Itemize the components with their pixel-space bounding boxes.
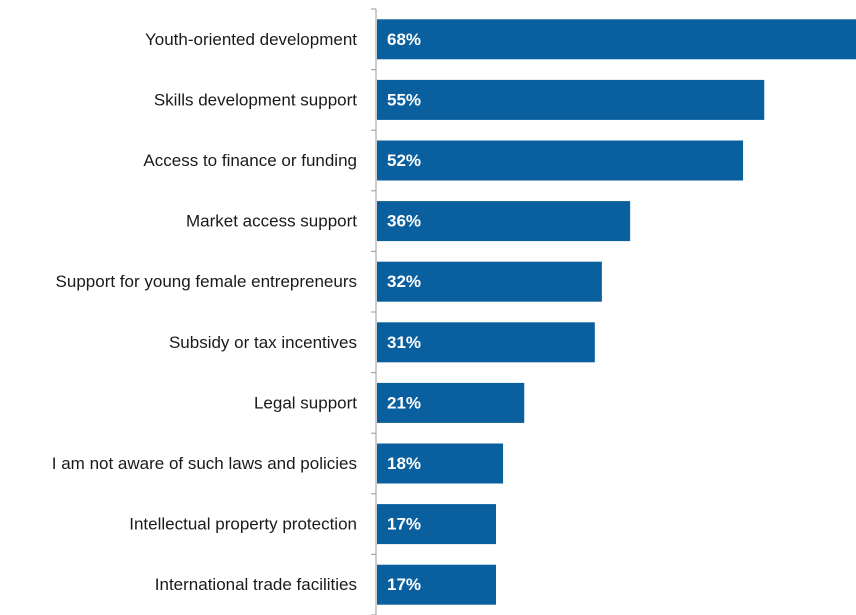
bar-value-label: 32% [387, 272, 421, 291]
bar [377, 564, 496, 605]
axis-ticks [371, 8, 376, 615]
bar-value-label: 68% [387, 30, 421, 49]
bar-value-label: 21% [387, 393, 421, 412]
bar [377, 504, 496, 545]
bar [377, 382, 525, 423]
category-label: Legal support [254, 393, 357, 412]
category-labels-group: Youth-oriented development Skills develop… [52, 30, 357, 594]
category-label: International trade facilities [155, 575, 357, 594]
bar [377, 261, 602, 302]
bar-value-label: 17% [387, 575, 421, 594]
bar-value-label: 55% [387, 90, 421, 109]
value-labels-group: 68% 55% 52% 36% 32% 31% 21% 18% 17% 17% [387, 30, 421, 594]
category-label: Support for young female entrepreneurs [56, 272, 357, 291]
bar-value-label: 18% [387, 454, 421, 473]
category-label: Subsidy or tax incentives [169, 333, 357, 352]
category-label: Access to finance or funding [143, 151, 357, 170]
bar [377, 443, 504, 484]
category-label: I am not aware of such laws and policies [52, 454, 357, 473]
bar-value-label: 36% [387, 212, 421, 231]
bar-value-label: 31% [387, 333, 421, 352]
bar [377, 140, 744, 181]
category-label: Youth-oriented development [145, 30, 357, 49]
bar [377, 201, 631, 242]
bars-group [377, 19, 856, 605]
bar-value-label: 17% [387, 515, 421, 534]
bar [377, 19, 856, 60]
category-label: Intellectual property protection [129, 515, 357, 534]
bar [377, 322, 595, 363]
bar [377, 79, 765, 120]
category-label: Market access support [186, 212, 357, 231]
bar-value-label: 52% [387, 151, 421, 170]
category-label: Skills development support [154, 90, 357, 109]
